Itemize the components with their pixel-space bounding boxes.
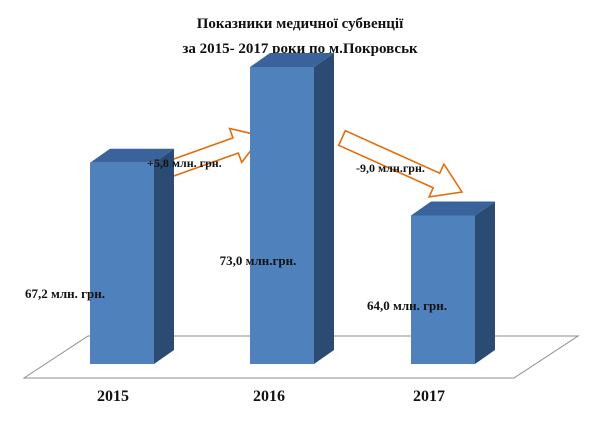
bar-top-2016 bbox=[250, 53, 334, 67]
bar-2017 bbox=[411, 215, 475, 364]
bar-2015 bbox=[90, 162, 154, 364]
chart-title-line1: Показники медичної субвенції bbox=[197, 16, 404, 32]
change-label-up: +5,8 млн. грн. bbox=[147, 156, 222, 170]
category-label-2015: 2015 bbox=[97, 388, 129, 405]
change-label-down: -9,0 млн.грн. bbox=[356, 161, 425, 175]
bar-2016 bbox=[250, 67, 314, 364]
value-label-2017: 64,0 млн. грн. bbox=[367, 298, 447, 313]
bar-side-2017 bbox=[475, 201, 495, 364]
bar-top-2017 bbox=[411, 201, 495, 216]
bar-side-2016 bbox=[314, 53, 334, 364]
category-label-2017: 2017 bbox=[413, 388, 445, 405]
category-label-2016: 2016 bbox=[253, 388, 285, 405]
value-label-2015: 67,2 млн. грн. bbox=[25, 286, 105, 301]
change-arrow-down bbox=[337, 129, 464, 198]
value-label-2016: 73,0 млн.грн. bbox=[220, 253, 297, 268]
chart-title-line2: за 2015- 2017 роки по м.Покровськ bbox=[182, 41, 418, 57]
bar-side-2015 bbox=[154, 148, 174, 364]
bar-top-2015 bbox=[90, 148, 174, 163]
